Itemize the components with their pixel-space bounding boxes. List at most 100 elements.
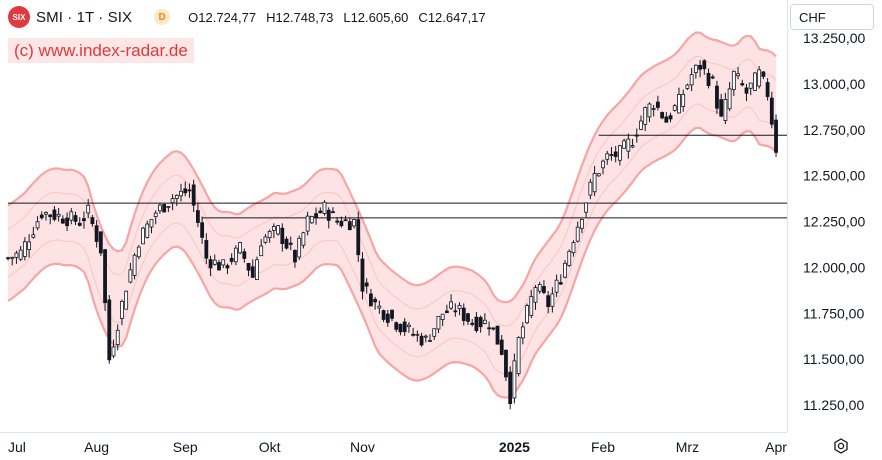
- candle: [82, 211, 86, 229]
- x-tick-label: Okt: [259, 439, 281, 455]
- candle: [331, 207, 335, 214]
- candle: [546, 291, 551, 314]
- candle: [149, 219, 154, 234]
- candle: [27, 234, 32, 258]
- candle: [774, 114, 778, 157]
- candle: [73, 211, 78, 226]
- candle: [512, 353, 517, 404]
- candle: [525, 303, 529, 325]
- y-tick-label: 11.750,00: [803, 305, 864, 321]
- band-upper-inner-line: [7, 55, 777, 327]
- candle: [601, 159, 605, 175]
- candle: [558, 274, 563, 286]
- candle: [229, 253, 234, 265]
- candle: [757, 66, 762, 89]
- candle: [605, 150, 610, 165]
- candle: [179, 183, 183, 202]
- candle: [200, 216, 205, 244]
- y-tick-label: 13.000,00: [803, 76, 865, 92]
- candle: [246, 262, 251, 277]
- candle: [415, 330, 420, 342]
- ohlc-close: C12.647,17: [418, 9, 486, 25]
- copyright-watermark: (c) www.index-radar.de: [8, 38, 194, 63]
- six-exchange-logo-icon: SIX: [8, 6, 30, 28]
- candle: [98, 231, 103, 256]
- ohlc-open: O12.724,77: [188, 9, 257, 25]
- candle: [385, 309, 390, 327]
- candle: [639, 115, 643, 131]
- candle: [35, 216, 40, 231]
- candle: [444, 304, 449, 314]
- candle: [499, 335, 504, 356]
- candle: [305, 211, 310, 236]
- candle: [183, 181, 188, 197]
- candle: [508, 366, 513, 410]
- band-lower-inner-line: [7, 103, 777, 375]
- candle: [369, 288, 373, 307]
- candle: [314, 207, 318, 225]
- x-tick-label: 2025: [499, 439, 530, 455]
- candle: [411, 327, 416, 337]
- candle: [65, 212, 69, 232]
- candle: [217, 259, 221, 271]
- candle: [723, 92, 728, 124]
- candle: [613, 145, 618, 163]
- chart-header: SIX SMI · 1T · SIX D O12.724,77 H12.748,…: [8, 6, 496, 28]
- candle: [115, 324, 120, 351]
- y-tick-label: 12.750,00: [803, 122, 865, 138]
- candle: [128, 262, 133, 284]
- candle: [753, 71, 757, 91]
- candle: [238, 241, 243, 255]
- candle: [769, 91, 774, 129]
- candle: [158, 202, 162, 214]
- candle: [461, 303, 466, 326]
- candle: [504, 349, 508, 382]
- candle: [571, 240, 576, 257]
- candle: [491, 327, 496, 331]
- candle: [111, 339, 116, 359]
- candle: [736, 67, 740, 80]
- candle: [356, 211, 361, 262]
- candle: [672, 103, 677, 112]
- settings-gear-icon[interactable]: [828, 434, 854, 458]
- candle: [263, 234, 268, 245]
- candle: [373, 296, 378, 310]
- candle: [567, 249, 572, 267]
- x-tick-label: Sep: [173, 439, 198, 455]
- band-lower-line: [7, 126, 777, 399]
- candle: [575, 221, 580, 243]
- candle: [592, 165, 597, 197]
- candle: [457, 302, 462, 316]
- horizontal-lines: [8, 134, 787, 219]
- candle: [297, 235, 302, 260]
- candle: [212, 254, 217, 266]
- candle: [191, 179, 196, 213]
- candle: [419, 332, 424, 347]
- candle: [60, 215, 65, 224]
- bollinger-band: [7, 31, 777, 399]
- candle: [22, 237, 27, 261]
- candle: [174, 194, 179, 206]
- candle: [618, 144, 622, 166]
- delayed-data-badge[interactable]: D: [154, 9, 171, 25]
- candle: [339, 216, 344, 228]
- symbol-title[interactable]: SMI · 1T · SIX: [36, 8, 133, 26]
- ohlc-high: H12.748,73: [266, 9, 334, 25]
- candle: [702, 59, 707, 75]
- x-tick-label: Jul: [8, 439, 26, 455]
- candle: [301, 231, 306, 249]
- candle: [187, 183, 192, 198]
- candle: [554, 274, 559, 298]
- currency-selector[interactable]: CHF: [790, 4, 874, 30]
- candle: [731, 70, 736, 97]
- candle: [221, 259, 226, 269]
- candle: [634, 128, 639, 143]
- candle: [520, 322, 525, 345]
- candle: [423, 334, 428, 343]
- candle: [609, 147, 614, 161]
- candles: [6, 59, 778, 410]
- candle: [710, 74, 715, 80]
- candle: [748, 82, 753, 96]
- candle: [124, 290, 129, 310]
